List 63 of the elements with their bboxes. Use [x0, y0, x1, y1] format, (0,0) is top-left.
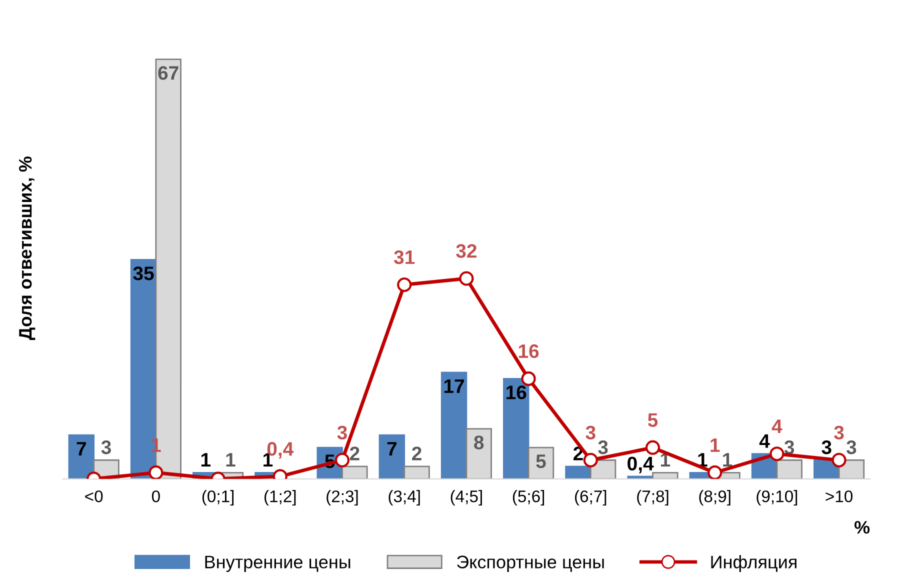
data-label: 3	[846, 440, 856, 454]
data-label: 32	[456, 244, 476, 258]
point	[708, 465, 722, 479]
legend-label: Экспортные цены	[457, 556, 604, 572]
data-label: 8	[474, 436, 484, 450]
x-tick-label: (5;6]	[512, 490, 544, 506]
data-label: 3	[834, 426, 844, 440]
data-label: 3	[784, 440, 794, 454]
data-label: 1	[201, 453, 210, 467]
data-label: 7	[76, 442, 86, 456]
data-label: 17	[444, 379, 464, 393]
bar	[440, 372, 468, 479]
data-label: 5	[648, 413, 658, 427]
x-axis-title: %	[854, 520, 870, 534]
data-label: 1	[710, 438, 720, 452]
bar	[378, 434, 406, 479]
point	[521, 371, 536, 386]
x-tick-label: <0	[85, 490, 103, 502]
data-label: 16	[518, 344, 539, 358]
bar	[627, 476, 654, 479]
bar	[503, 378, 530, 479]
data-label: 16	[506, 386, 526, 400]
point	[583, 452, 598, 468]
data-label: 3	[101, 440, 111, 454]
data-label: 3	[598, 440, 608, 454]
x-tick-label: (7;8]	[637, 490, 668, 506]
data-label: 3	[337, 426, 347, 440]
bar	[565, 466, 592, 479]
point	[770, 446, 784, 462]
point	[645, 440, 660, 455]
x-tick-label: (9;10]	[756, 490, 798, 506]
x-tick-label: (3;4]	[388, 490, 420, 506]
data-label: 67	[158, 66, 178, 80]
data-label: 7	[387, 442, 396, 456]
data-label: 5	[536, 454, 546, 468]
point	[459, 271, 474, 286]
data-label: 4	[772, 420, 782, 434]
point	[832, 452, 846, 468]
x-tick-label: (2;3]	[326, 490, 358, 506]
data-label: 2	[412, 446, 422, 460]
data-label: 3	[586, 426, 596, 440]
point	[148, 465, 164, 479]
x-tick-label: (6;7]	[575, 490, 606, 506]
x-tick-label: >10	[826, 490, 853, 502]
data-label: 1	[723, 453, 732, 467]
data-label: 4	[759, 434, 770, 448]
data-label: 1	[152, 438, 161, 452]
data-label: 31	[394, 250, 415, 264]
x-tick-label: (4;5]	[450, 490, 482, 506]
x-tick-label: (1;2]	[264, 490, 296, 506]
data-label: 0,4	[628, 456, 654, 474]
data-label: 2	[350, 446, 360, 460]
x-tick-label: (0;1]	[202, 490, 234, 506]
legend-label: Инфляция	[711, 555, 796, 572]
data-label: 1	[226, 453, 236, 467]
legend-label: Внутренние цены	[205, 556, 350, 572]
data-label: 3	[822, 440, 832, 454]
point	[397, 277, 412, 292]
point	[334, 452, 350, 468]
x-tick-label: (8;9]	[699, 490, 730, 506]
data-label: 35	[133, 266, 154, 280]
x-tick-label: 0	[152, 490, 160, 502]
y-axis-title: Доля ответивших, %	[19, 156, 36, 340]
